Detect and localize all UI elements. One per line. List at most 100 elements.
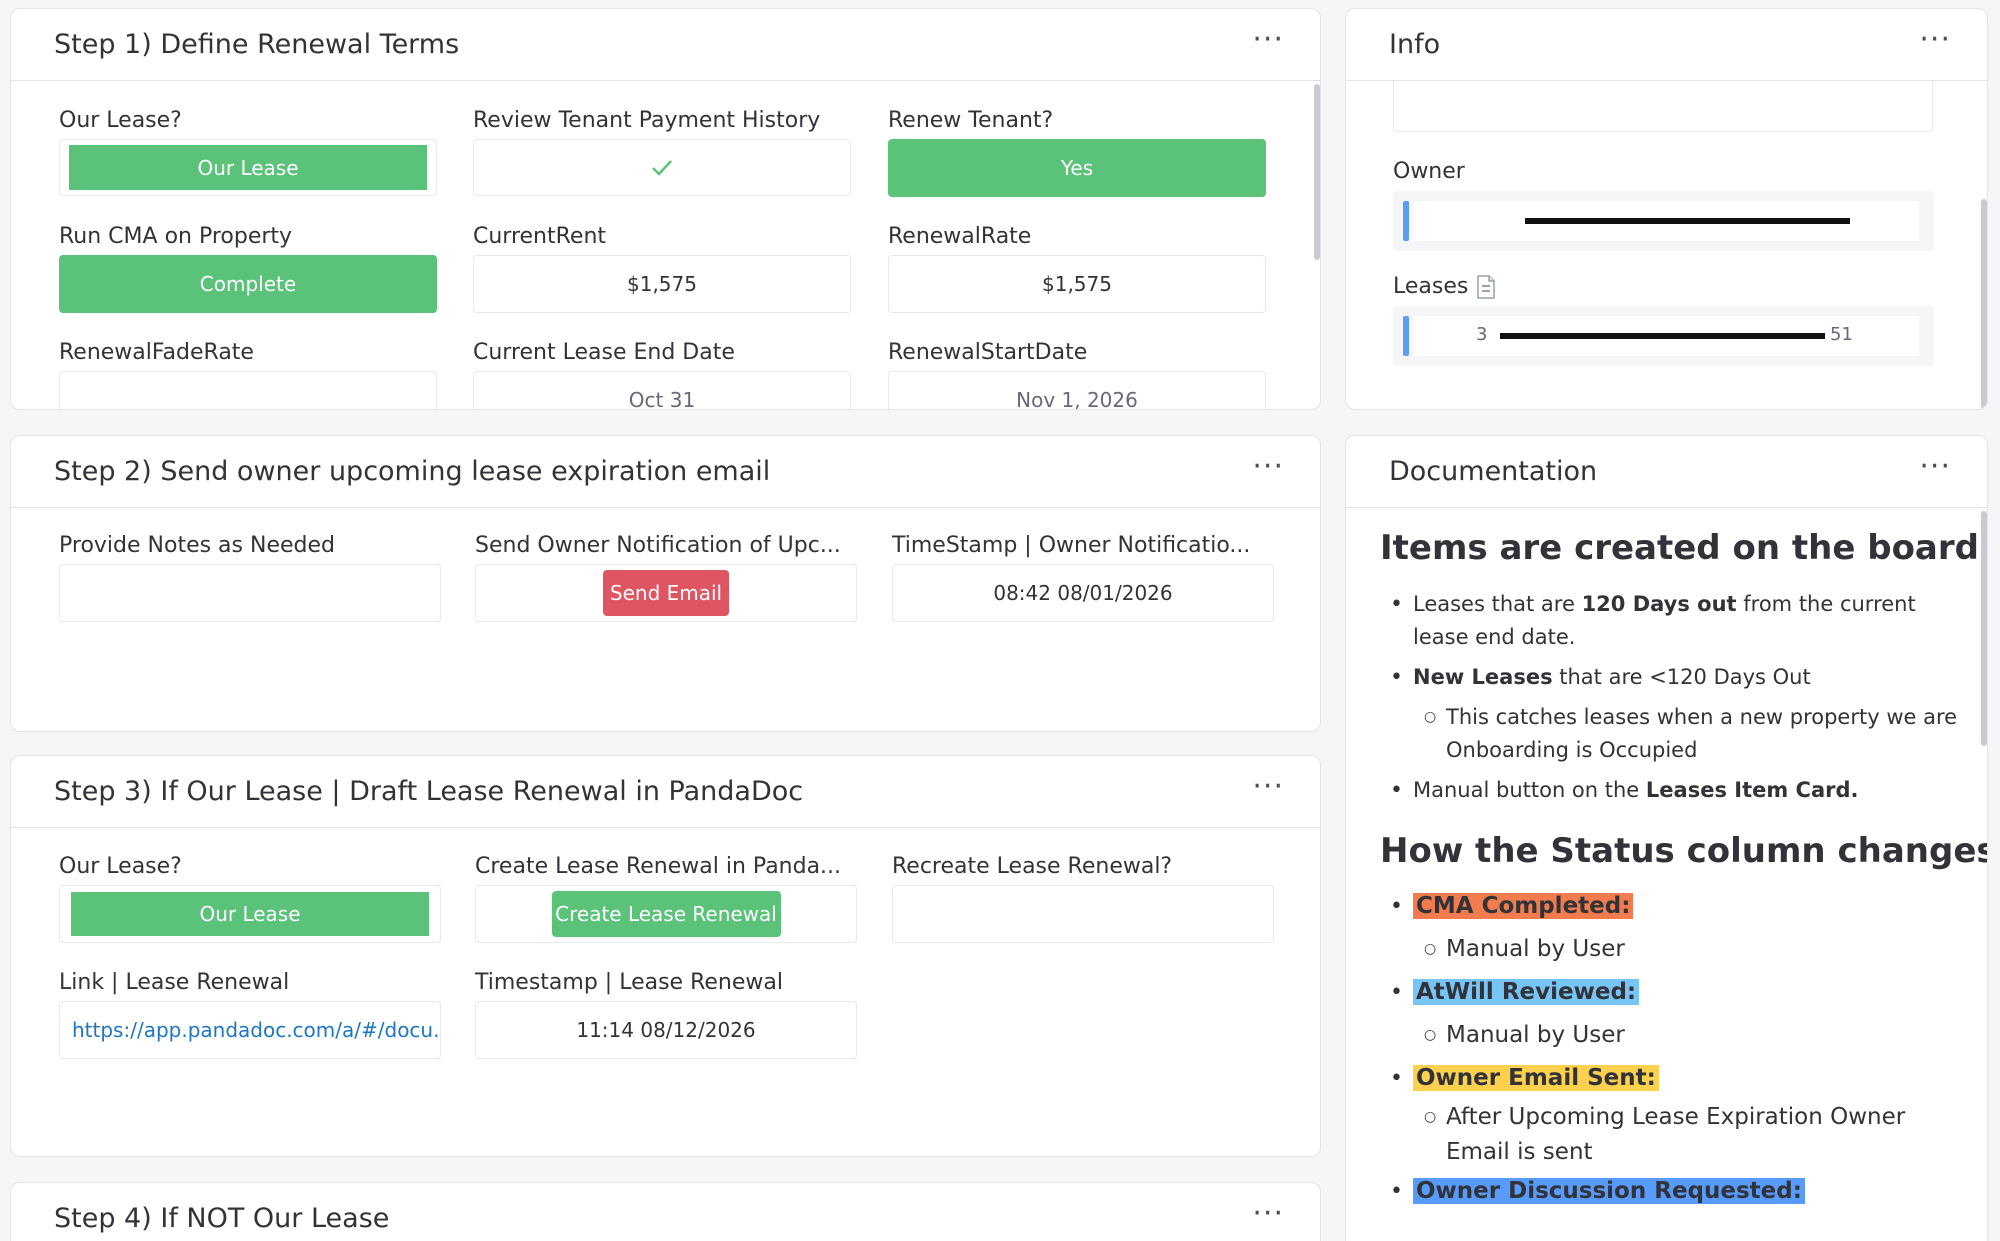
owner-field[interactable] bbox=[1393, 191, 1934, 251]
create-renewal-label: Create Lease Renewal in Panda... bbox=[475, 854, 842, 879]
doc-status-owner-email: Owner Email Sent: bbox=[1380, 1057, 1963, 1100]
more-options-icon[interactable]: ··· bbox=[1252, 449, 1284, 484]
lease-end-date-label: Current Lease End Date bbox=[473, 340, 735, 365]
lease-end-date-value[interactable]: Oct 31 bbox=[473, 371, 851, 410]
create-lease-renewal-button[interactable]: Create Lease Renewal bbox=[551, 891, 781, 937]
more-options-icon[interactable]: ··· bbox=[1919, 22, 1951, 57]
fade-rate-label: RenewalFadeRate bbox=[59, 340, 254, 365]
documentation-header: Documentation ··· bbox=[1346, 436, 1987, 508]
step3-title: Step 3) If Our Lease | Draft Lease Renew… bbox=[54, 776, 804, 807]
more-options-icon[interactable]: ··· bbox=[1919, 449, 1951, 484]
recreate-renewal-value[interactable] bbox=[892, 885, 1274, 943]
doc-bullet-120-days: Leases that are 120 Days out from the cu… bbox=[1380, 588, 1963, 654]
doc-heading-created: Items are created on the board by: bbox=[1380, 528, 1988, 568]
doc-bullet-new-leases: New Leases that are <120 Days Out bbox=[1380, 661, 1963, 694]
renewal-start-date-value[interactable]: Nov 1, 2026 bbox=[888, 371, 1266, 409]
renewal-timestamp-label: Timestamp | Lease Renewal bbox=[475, 970, 783, 995]
renew-tenant-status[interactable]: Yes bbox=[888, 139, 1266, 197]
doc-status-atwill: AtWill Reviewed: bbox=[1380, 971, 1963, 1014]
step2-title: Step 2) Send owner upcoming lease expira… bbox=[54, 456, 771, 487]
send-email-button[interactable]: Send Email bbox=[603, 570, 729, 616]
create-renewal-cell: Create Lease Renewal bbox=[475, 885, 857, 943]
lease-end-date-text: Oct 31 bbox=[628, 388, 696, 410]
owner-label: Owner bbox=[1393, 159, 1465, 184]
doc-b1-post: from the current lease end date. bbox=[1413, 592, 1916, 649]
renew-tenant-label: Renew Tenant? bbox=[888, 108, 1054, 133]
status-owner-email-sent-badge: Owner Email Sent: bbox=[1413, 1065, 1659, 1091]
doc-status-cma-sub: Manual by User bbox=[1380, 928, 1963, 971]
doc-status-cma: CMA Completed: bbox=[1380, 885, 1963, 928]
owner-person-cell bbox=[1413, 201, 1919, 241]
doc-b1-pre: Leases that are bbox=[1413, 592, 1582, 616]
doc-b3-bold: Leases Item Card. bbox=[1645, 778, 1859, 802]
send-email-cell: Send Email bbox=[475, 564, 857, 622]
leases-item-suffix: 51 bbox=[1830, 324, 1853, 345]
current-rent-value[interactable]: $1,575 bbox=[473, 255, 851, 313]
renewal-link[interactable]: https://app.pandadoc.com/a/#/docu... bbox=[72, 1018, 441, 1042]
fade-rate-value[interactable] bbox=[59, 371, 437, 409]
leases-label: Leases bbox=[1393, 274, 1469, 299]
leases-label-row: Leases bbox=[1393, 274, 1496, 299]
renewal-link-label: Link | Lease Renewal bbox=[59, 970, 290, 995]
doc-heading-status: How the Status column changes: bbox=[1380, 831, 1988, 871]
step4-title: Step 4) If NOT Our Lease bbox=[54, 1203, 390, 1234]
doc-status-owner-email-sub: After Upcoming Lease Expiration Owner Em… bbox=[1380, 1100, 1963, 1170]
our-lease-label: Our Lease? bbox=[59, 108, 182, 133]
step3-header: Step 3) If Our Lease | Draft Lease Renew… bbox=[11, 756, 1320, 828]
step3-our-lease-label: Our Lease? bbox=[59, 854, 182, 879]
documentation-body: Items are created on the board by: Lease… bbox=[1380, 528, 1988, 1213]
status-owner-discussion-badge: Owner Discussion Requested: bbox=[1413, 1178, 1805, 1204]
our-lease-status-cell[interactable]: Our Lease bbox=[59, 139, 437, 196]
doc-b2-post: that are <120 Days Out bbox=[1552, 665, 1811, 689]
doc-b2-bold: New Leases bbox=[1413, 665, 1553, 689]
doc-b1-bold: 120 Days out bbox=[1581, 592, 1737, 616]
documentation-scrollbar[interactable] bbox=[1981, 511, 1987, 746]
owner-notification-timestamp-value[interactable]: 08:42 08/01/2026 bbox=[892, 564, 1274, 622]
step1-header: Step 1) Define Renewal Terms ··· bbox=[11, 9, 1320, 81]
renewal-rate-label: RenewalRate bbox=[888, 224, 1032, 249]
renewal-timestamp-value[interactable]: 11:14 08/12/2026 bbox=[475, 1001, 857, 1059]
doc-created-list: Leases that are 120 Days out from the cu… bbox=[1380, 588, 1963, 807]
doc-status-atwill-sub: Manual by User bbox=[1380, 1014, 1963, 1057]
our-lease-status: Our Lease bbox=[69, 145, 427, 190]
leases-item-bar bbox=[1403, 316, 1409, 356]
review-payment-checkbox[interactable] bbox=[473, 139, 851, 196]
info-title: Info bbox=[1389, 29, 1441, 60]
doc-bullet-manual-button: Manual button on the Leases Item Card. bbox=[1380, 774, 1963, 807]
renewal-rate-value[interactable]: $1,575 bbox=[888, 255, 1266, 313]
notes-input[interactable] bbox=[59, 564, 441, 622]
current-rent-label: CurrentRent bbox=[473, 224, 607, 249]
step3-card: Step 3) If Our Lease | Draft Lease Renew… bbox=[10, 755, 1321, 1157]
info-empty-field[interactable] bbox=[1393, 81, 1933, 132]
doc-status-owner-discussion: Owner Discussion Requested: bbox=[1380, 1170, 1963, 1213]
status-cma-completed-badge: CMA Completed: bbox=[1413, 893, 1634, 919]
step3-our-lease-status-cell[interactable]: Our Lease bbox=[59, 885, 441, 943]
notes-label: Provide Notes as Needed bbox=[59, 533, 335, 558]
info-card: Info ··· Owner Leases 3 51 bbox=[1345, 8, 1988, 410]
leases-redacted-name bbox=[1500, 333, 1825, 339]
leases-field[interactable]: 3 51 bbox=[1393, 306, 1934, 366]
info-scrollbar[interactable] bbox=[1981, 199, 1987, 409]
documentation-card: Documentation ··· Items are created on t… bbox=[1345, 435, 1988, 1241]
recreate-renewal-label: Recreate Lease Renewal? bbox=[892, 854, 1173, 879]
more-options-icon[interactable]: ··· bbox=[1252, 22, 1284, 57]
renewal-start-date-label: RenewalStartDate bbox=[888, 340, 1088, 365]
doc-status-list: CMA Completed: Manual by User AtWill Rev… bbox=[1380, 885, 1963, 1213]
doc-b3-pre: Manual button on the bbox=[1413, 778, 1646, 802]
step1-title: Step 1) Define Renewal Terms bbox=[54, 29, 460, 60]
run-cma-label: Run CMA on Property bbox=[59, 224, 293, 249]
review-payment-label: Review Tenant Payment History bbox=[473, 108, 821, 133]
documentation-title: Documentation bbox=[1389, 456, 1598, 487]
step4-card: Step 4) If NOT Our Lease ··· bbox=[10, 1182, 1321, 1241]
info-header: Info ··· bbox=[1346, 9, 1987, 81]
more-options-icon[interactable]: ··· bbox=[1252, 1196, 1284, 1231]
step2-header: Step 2) Send owner upcoming lease expira… bbox=[11, 436, 1320, 508]
more-options-icon[interactable]: ··· bbox=[1252, 769, 1284, 804]
renewal-link-cell: https://app.pandadoc.com/a/#/docu... bbox=[59, 1001, 441, 1059]
step1-scrollbar[interactable] bbox=[1314, 84, 1320, 260]
send-notification-label: Send Owner Notification of Upc... bbox=[475, 533, 841, 558]
leases-item-cell[interactable]: 3 51 bbox=[1413, 316, 1919, 356]
step1-card: Step 1) Define Renewal Terms ··· Our Lea… bbox=[10, 8, 1321, 410]
step3-our-lease-status: Our Lease bbox=[71, 892, 429, 936]
run-cma-status[interactable]: Complete bbox=[59, 255, 437, 313]
